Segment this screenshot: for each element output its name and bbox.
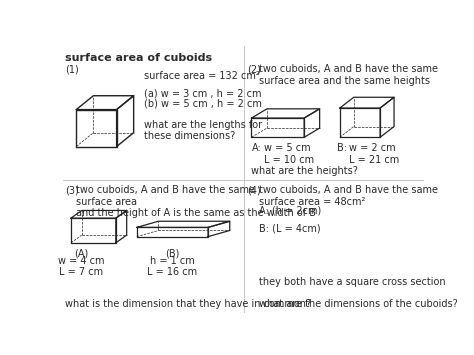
Text: h = 1 cm
L = 16 cm: h = 1 cm L = 16 cm [147,256,198,278]
Text: two cuboids, A and B have the same
surface area = 48cm²: two cuboids, A and B have the same surfa… [259,185,438,207]
Text: what are the heights?: what are the heights? [251,166,358,176]
Text: two cuboids, A and B have the same
surface area and the same heights: two cuboids, A and B have the same surfa… [259,64,438,86]
Text: A: (h = 2cm): A: (h = 2cm) [259,206,321,216]
Text: (4): (4) [247,185,261,195]
Text: what are the lengths for
these dimensions?: what are the lengths for these dimension… [145,120,263,141]
Text: (a) w = 3 cm , h = 2 cm: (a) w = 3 cm , h = 2 cm [145,89,262,99]
Text: w = 5 cm
L = 10 cm: w = 5 cm L = 10 cm [264,143,314,165]
Text: (2): (2) [247,64,261,74]
Text: B: (L = 4cm): B: (L = 4cm) [259,224,321,234]
Text: (1): (1) [65,64,79,74]
Text: w = 4 cm
L = 7 cm: w = 4 cm L = 7 cm [58,256,104,278]
Text: B:: B: [337,143,346,153]
Text: surface area = 132 cm²: surface area = 132 cm² [145,71,260,81]
Text: w = 2 cm
L = 21 cm: w = 2 cm L = 21 cm [349,143,400,165]
Text: they both have a square cross section: they both have a square cross section [259,278,446,288]
Text: (B): (B) [165,249,180,259]
Text: A:: A: [251,143,261,153]
Text: (b) w = 5 cm , h = 2 cm: (b) w = 5 cm , h = 2 cm [145,98,263,108]
Text: what is the dimension that they have in common?: what is the dimension that they have in … [65,299,311,309]
Text: (A): (A) [74,249,88,259]
Text: (3): (3) [65,185,79,195]
Text: two cuboids, A and B have the same
surface area
and the height of A is the same : two cuboids, A and B have the same surfa… [76,185,316,218]
Text: what are the dimensions of the cuboids?: what are the dimensions of the cuboids? [259,299,458,309]
Text: surface area of cuboids: surface area of cuboids [65,53,212,62]
